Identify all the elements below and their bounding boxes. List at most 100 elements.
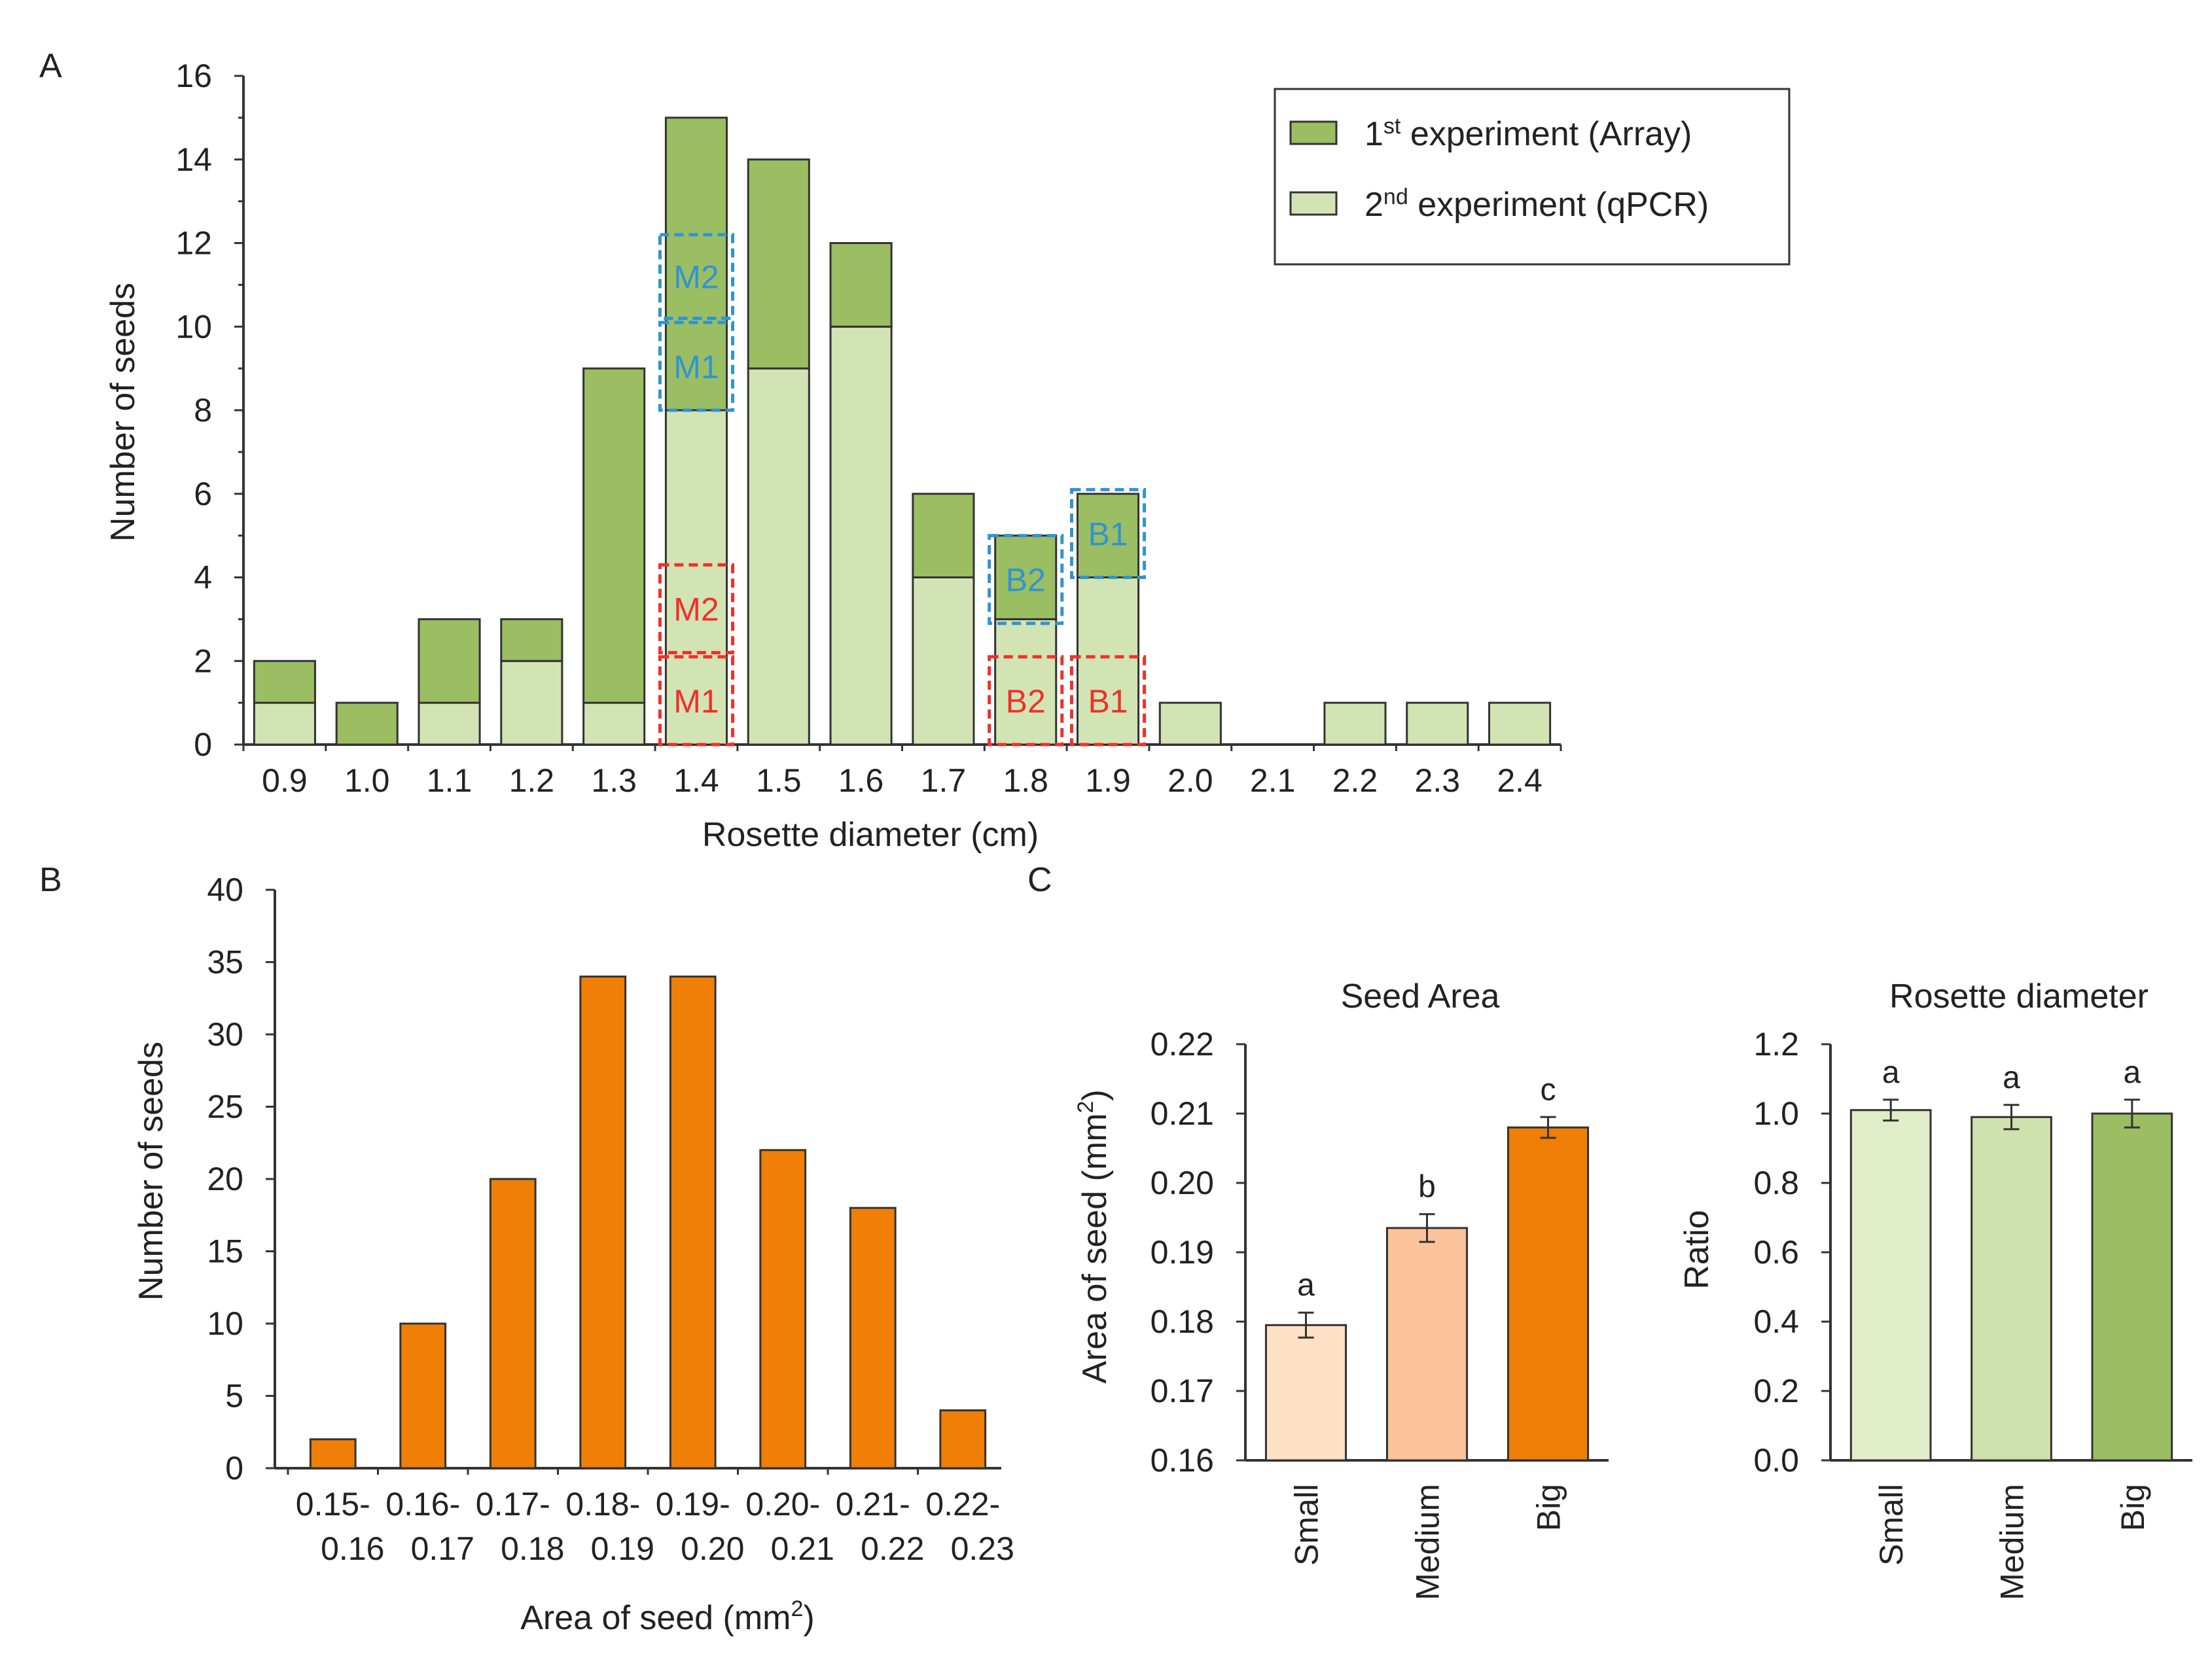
b-x-tick-label-bottom: 0.20 bbox=[681, 1530, 744, 1567]
a-bar-1st-experiment bbox=[829, 242, 893, 328]
c2-x-tick-label: Small bbox=[1873, 1484, 1910, 1566]
a-bar-1st-experiment bbox=[664, 116, 728, 412]
panel-label-b: B bbox=[39, 861, 62, 899]
c2-significance-letter: a bbox=[1882, 1055, 1900, 1090]
a-annotation-box bbox=[988, 655, 1064, 747]
b-x-tick-label-top: 0.21- bbox=[836, 1486, 910, 1522]
a-x-tick-label: 0.9 bbox=[262, 762, 308, 799]
a-x-tick-label: 1.9 bbox=[1085, 762, 1131, 799]
a-x-tick-label: 1.4 bbox=[673, 762, 719, 799]
b-y-tick-label: 30 bbox=[207, 1016, 243, 1053]
b-bar bbox=[759, 1149, 807, 1469]
a-x-tick-label: 1.2 bbox=[509, 762, 555, 799]
b-x-tick-label-bottom: 0.22 bbox=[861, 1530, 924, 1567]
c2-y-tick-label: 1.0 bbox=[1753, 1095, 1799, 1132]
panel-b-x-title-main: Area of seed (mm bbox=[520, 1599, 791, 1637]
b-x-tick-label-top: 0.16- bbox=[385, 1486, 460, 1522]
a-x-tick-label: 1.6 bbox=[838, 762, 884, 799]
panel-b-x-title-sup: 2 bbox=[791, 1596, 804, 1621]
a-x-tick-label: 1.5 bbox=[756, 762, 802, 799]
a-annotation-box bbox=[658, 321, 735, 412]
a-annotation-label: B2 bbox=[1006, 683, 1046, 720]
panel-c-seed-area-y-title: Area of seed (mm2) bbox=[1073, 1089, 1114, 1384]
legend-label-number: 2 bbox=[1365, 186, 1383, 224]
panel-label-c: C bbox=[1027, 861, 1052, 899]
panel-c-rosette-title: Rosette diameter bbox=[1889, 977, 2149, 1015]
a-x-tick-label: 2.4 bbox=[1497, 762, 1543, 799]
c2-y-tick-label: 0.6 bbox=[1753, 1234, 1799, 1271]
b-x-tick-label-bottom: 0.16 bbox=[321, 1530, 384, 1567]
a-bar-2nd-experiment bbox=[1488, 701, 1552, 746]
b-x-tick-label-bottom: 0.21 bbox=[771, 1530, 834, 1567]
panel-b-y-title: Number of seeds bbox=[132, 1042, 170, 1301]
a-bar-1st-experiment bbox=[994, 535, 1058, 620]
a-annotation-label: B2 bbox=[1006, 562, 1046, 599]
a-annotation-box bbox=[1069, 487, 1147, 579]
c2-significance-letter: a bbox=[2123, 1055, 2141, 1090]
panel-a-legend: 1st experiment (Array) 2nd experiment (qP… bbox=[1274, 88, 1791, 266]
c1-bar bbox=[1264, 1324, 1347, 1462]
a-bar-1st-experiment bbox=[253, 660, 316, 704]
b-x-tick-label-top: 0.19- bbox=[656, 1486, 730, 1522]
a-x-tick-label: 2.1 bbox=[1250, 762, 1296, 799]
b-x-tick-label-bottom: 0.23 bbox=[951, 1530, 1014, 1567]
a-bar-2nd-experiment bbox=[500, 660, 563, 746]
c2-y-tick-label: 0.2 bbox=[1753, 1373, 1799, 1409]
b-x-tick-label-bottom: 0.18 bbox=[501, 1530, 564, 1567]
c1-significance-letter: b bbox=[1418, 1170, 1436, 1205]
legend-swatch bbox=[1289, 191, 1338, 216]
b-y-tick-label: 15 bbox=[207, 1233, 243, 1270]
c1-bar bbox=[1385, 1227, 1469, 1462]
legend-label: 1st experiment (Array) bbox=[1365, 114, 1692, 153]
b-y-tick-label: 40 bbox=[207, 871, 243, 908]
a-x-tick-label: 1.8 bbox=[1003, 762, 1048, 799]
a-y-tick-label: 16 bbox=[175, 58, 212, 94]
a-annotation-label: B1 bbox=[1088, 683, 1128, 720]
b-y-tick-label: 20 bbox=[207, 1161, 243, 1197]
c2-significance-letter: a bbox=[2003, 1061, 2020, 1095]
a-bar-2nd-experiment bbox=[747, 367, 810, 746]
a-annotation-label: M1 bbox=[673, 683, 719, 720]
a-x-tick-label: 2.3 bbox=[1415, 762, 1461, 799]
a-bar-2nd-experiment bbox=[1158, 701, 1222, 746]
a-annotation-box bbox=[658, 655, 735, 747]
c2-y-tick-label: 0.8 bbox=[1753, 1165, 1799, 1201]
a-bar-1st-experiment bbox=[335, 701, 399, 746]
c2-y-tick-label: 0.0 bbox=[1753, 1442, 1799, 1479]
legend-label-sup: st bbox=[1383, 114, 1401, 139]
a-y-tick-label: 6 bbox=[194, 476, 212, 512]
panel-c-rosette-y-title: Ratio bbox=[1678, 1210, 1716, 1289]
c1-y-tick-label: 0.16 bbox=[1151, 1442, 1214, 1479]
c1-significance-letter: a bbox=[1297, 1268, 1315, 1303]
a-y-tick-label: 14 bbox=[175, 141, 212, 178]
legend-label-text: experiment (Array) bbox=[1400, 115, 1692, 153]
a-annotation-label: M2 bbox=[673, 259, 719, 296]
a-annotation-label: M1 bbox=[673, 349, 719, 385]
b-x-tick-label-top: 0.15- bbox=[296, 1486, 370, 1522]
panel-c-seed-area-title: Seed Area bbox=[1341, 977, 1500, 1015]
a-bar-2nd-experiment bbox=[994, 618, 1058, 746]
a-y-tick-label: 0 bbox=[194, 726, 212, 763]
panel-c-rosette-chart: 0.0 0.2 0.4 0.6 0.8 1.0 1.2 a Small a Medium a Big bbox=[1753, 1026, 2192, 1600]
a-bar-1st-experiment bbox=[747, 158, 810, 370]
c2-y-tick-label: 0.4 bbox=[1753, 1303, 1799, 1340]
a-bar-2nd-experiment bbox=[1323, 701, 1387, 746]
legend-label-number: 1 bbox=[1365, 115, 1383, 153]
a-bar-2nd-experiment bbox=[418, 701, 481, 746]
a-annotation-box bbox=[988, 534, 1064, 625]
a-y-tick-label: 2 bbox=[194, 642, 212, 679]
legend-label: 2nd experiment (qPCR) bbox=[1365, 185, 1709, 224]
b-y-tick-label: 25 bbox=[207, 1089, 243, 1125]
c1-y-tick-label: 0.17 bbox=[1151, 1373, 1214, 1409]
a-annotation-box bbox=[658, 563, 735, 654]
a-x-tick-label: 1.1 bbox=[427, 762, 473, 799]
a-bar-2nd-experiment bbox=[664, 409, 728, 746]
b-x-tick-label-top: 0.20- bbox=[745, 1486, 820, 1522]
b-x-tick-label-bottom: 0.19 bbox=[591, 1530, 654, 1567]
legend-frame bbox=[1274, 88, 1791, 266]
panel-a-y-title: Number of seeds bbox=[104, 283, 142, 542]
c2-bar bbox=[1971, 1116, 2052, 1462]
a-y-tick-label: 4 bbox=[194, 559, 212, 596]
